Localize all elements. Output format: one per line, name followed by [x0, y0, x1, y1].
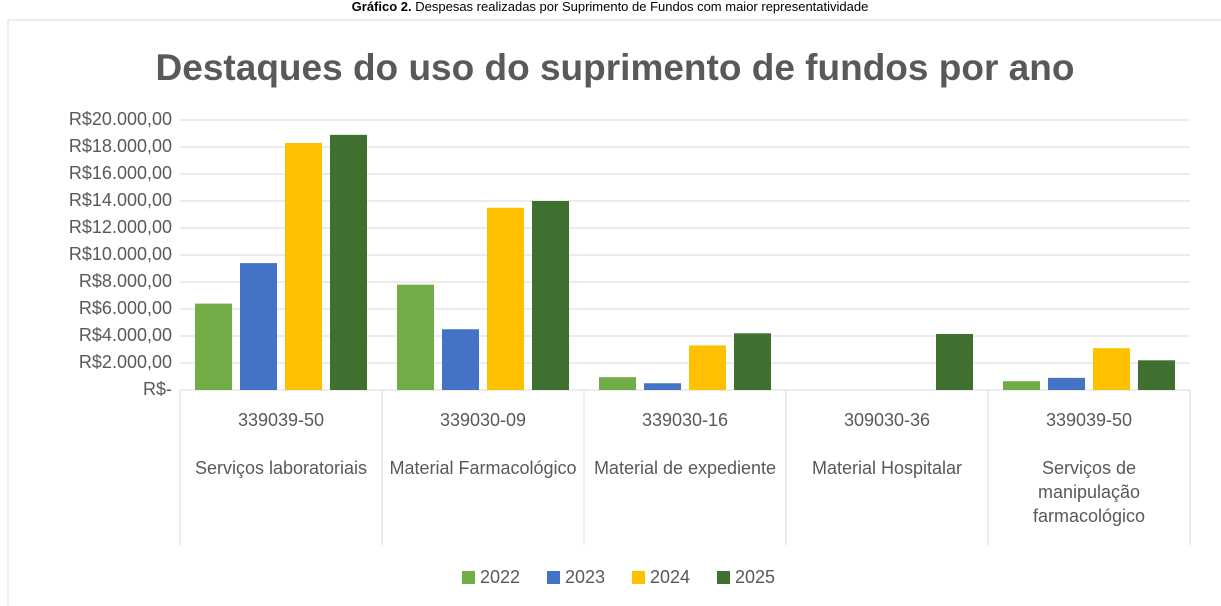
bar	[442, 329, 479, 390]
caption-label: Gráfico 2.	[352, 0, 412, 14]
y-tick-label: R$4.000,00	[79, 325, 172, 345]
legend-swatch	[462, 571, 475, 584]
y-tick-label: R$16.000,00	[69, 163, 172, 183]
y-tick-label: R$8.000,00	[79, 271, 172, 291]
y-tick-label: R$18.000,00	[69, 136, 172, 156]
bar	[644, 383, 681, 390]
legend-label: 2025	[735, 567, 775, 587]
caption-text: Despesas realizadas por Suprimento de Fu…	[415, 0, 868, 14]
bar	[599, 377, 636, 390]
legend-swatch	[547, 571, 560, 584]
bar	[330, 134, 367, 390]
category-label: Material Hospitalar	[811, 458, 963, 478]
category-code: 339039-50	[1045, 410, 1133, 430]
y-tick-label: R$10.000,00	[69, 244, 172, 264]
bar	[734, 333, 771, 390]
y-tick-label: R$6.000,00	[79, 298, 172, 318]
bar	[487, 207, 524, 390]
legend-label: 2022	[480, 567, 520, 587]
y-tick-label: R$-	[143, 379, 172, 399]
legend-swatch	[632, 571, 645, 584]
category-label: Material de expediente	[593, 458, 777, 478]
caption: Gráfico 2. Despesas realizadas por Supri…	[352, 0, 869, 14]
category-label: Serviços laboratoriais	[194, 458, 368, 478]
bar	[1048, 377, 1085, 390]
y-tick-label: R$20.000,00	[69, 109, 172, 129]
legend-swatch	[717, 571, 730, 584]
bar	[240, 263, 277, 390]
legend-label: 2023	[565, 567, 605, 587]
chart-border	[7, 19, 1221, 606]
bar	[1003, 381, 1040, 390]
bar	[195, 303, 232, 390]
category-code: 339030-09	[439, 410, 527, 430]
bar	[1093, 348, 1130, 390]
category-code: 339030-16	[641, 410, 729, 430]
y-tick-label: R$2.000,00	[79, 352, 172, 372]
bar	[532, 201, 569, 390]
bar	[1138, 360, 1175, 390]
bar	[936, 333, 973, 390]
bar	[689, 345, 726, 390]
category-code: 339039-50	[237, 410, 325, 430]
legend-label: 2024	[650, 567, 690, 587]
chart-title: Destaques do uso do suprimento de fundos…	[156, 47, 1075, 88]
bar	[397, 284, 434, 390]
y-tick-label: R$14.000,00	[69, 190, 172, 210]
category-code: 309030-36	[843, 410, 931, 430]
category-label: Material Farmacológico	[389, 458, 577, 478]
y-tick-label: R$12.000,00	[69, 217, 172, 237]
category-label: Serviços de manipulação farmacológico	[1032, 458, 1146, 526]
bar	[285, 142, 322, 390]
